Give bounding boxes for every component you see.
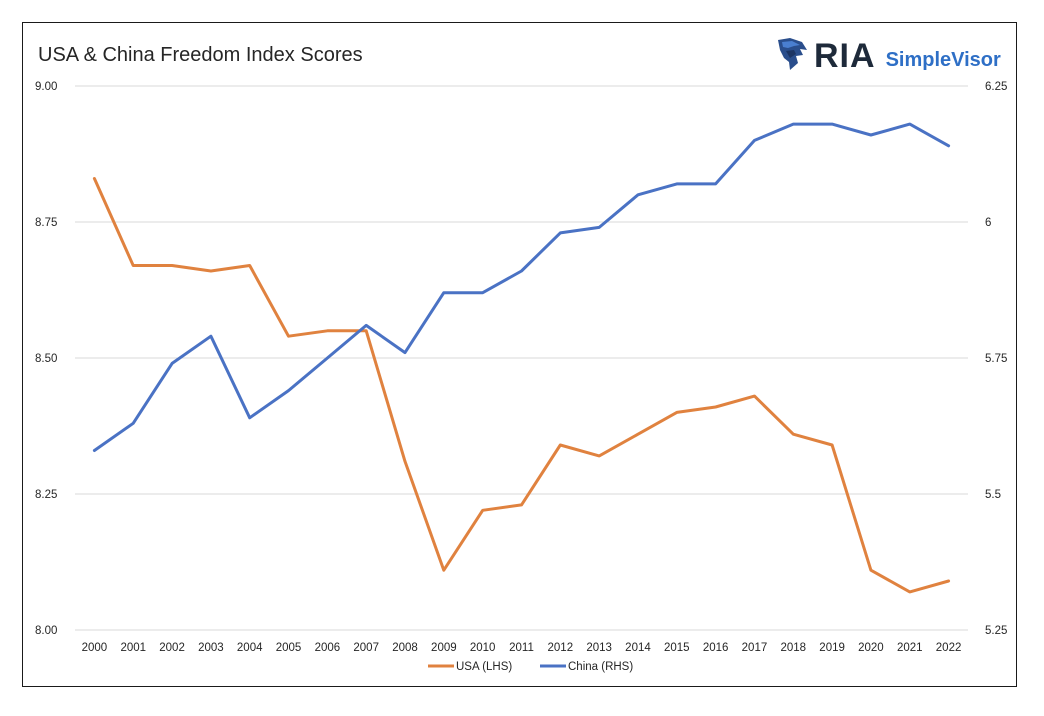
data-point <box>481 291 484 294</box>
data-point <box>404 351 407 354</box>
left-axis-ticks: 8.00 8.25 8.50 8.75 9.00 <box>35 81 57 637</box>
x-tick-label: 2022 <box>936 642 962 654</box>
x-tick-label: 2010 <box>470 642 496 654</box>
data-point <box>365 329 368 332</box>
left-tick-label: 8.50 <box>35 353 57 365</box>
data-point <box>209 335 212 338</box>
data-point <box>869 569 872 572</box>
data-point <box>442 291 445 294</box>
data-point <box>209 269 212 272</box>
right-tick-label: 5.75 <box>985 353 1007 365</box>
data-point <box>404 460 407 463</box>
chart-frame <box>22 22 1017 687</box>
x-tick-label: 2008 <box>392 642 418 654</box>
x-tick-label: 2000 <box>82 642 108 654</box>
brand-ria-text: RIA <box>814 36 876 75</box>
data-point <box>598 226 601 229</box>
data-point <box>753 395 756 398</box>
left-tick-label: 8.25 <box>35 489 57 501</box>
data-point <box>869 133 872 136</box>
data-point <box>753 139 756 142</box>
data-point <box>287 335 290 338</box>
left-tick-label: 9.00 <box>35 81 57 93</box>
data-point <box>520 503 523 506</box>
data-point <box>908 590 911 593</box>
right-tick-label: 5.5 <box>985 489 1001 501</box>
data-point <box>93 449 96 452</box>
data-point <box>171 362 174 365</box>
data-point <box>287 389 290 392</box>
data-point <box>326 357 329 360</box>
data-point <box>248 416 251 419</box>
series-line-usa <box>92 177 951 594</box>
brand-simplevisor-text: SimpleVisor <box>885 48 1001 71</box>
x-tick-label: 2006 <box>315 642 341 654</box>
x-tick-label: 2002 <box>159 642 185 654</box>
x-tick-label: 2003 <box>198 642 224 654</box>
brand-logo: RIA SimpleVisor <box>776 36 1001 77</box>
data-point <box>636 433 639 436</box>
data-point <box>559 231 562 234</box>
x-tick-label: 2014 <box>625 642 651 654</box>
right-axis-ticks: 5.25 5.5 5.75 6 6.25 <box>985 81 1007 637</box>
x-tick-label: 2015 <box>664 642 690 654</box>
data-point <box>947 580 950 583</box>
x-tick-label: 2005 <box>276 642 302 654</box>
chart-title: USA & China Freedom Index Scores <box>38 44 363 66</box>
x-tick-label: 2016 <box>703 642 729 654</box>
data-point <box>326 329 329 332</box>
series-line-china <box>92 122 951 452</box>
data-point <box>442 569 445 572</box>
left-tick-label: 8.00 <box>35 625 57 637</box>
x-tick-label: 2018 <box>780 642 806 654</box>
data-point <box>93 177 96 180</box>
right-tick-label: 6.25 <box>985 81 1007 93</box>
data-point <box>520 269 523 272</box>
data-point <box>675 411 678 414</box>
data-point <box>598 454 601 457</box>
data-point <box>481 509 484 512</box>
data-point <box>132 422 135 425</box>
data-point <box>132 264 135 267</box>
right-tick-label: 6 <box>985 217 991 229</box>
x-tick-label: 2021 <box>897 642 923 654</box>
data-point <box>831 444 834 447</box>
x-tick-label: 2009 <box>431 642 457 654</box>
right-tick-label: 5.25 <box>985 625 1007 637</box>
x-tick-label: 2013 <box>586 642 612 654</box>
data-point <box>714 405 717 408</box>
data-point <box>559 444 562 447</box>
x-tick-label: 2001 <box>120 642 146 654</box>
data-point <box>831 123 834 126</box>
legend: USA (LHS) China (RHS) <box>428 661 633 673</box>
data-point <box>675 182 678 185</box>
gridlines <box>75 85 968 631</box>
eagle-head-icon <box>776 36 808 77</box>
data-point <box>908 123 911 126</box>
x-axis-ticks: 2000 2001 2002 2003 2004 2005 2006 2007 2008 2009… <box>82 642 962 654</box>
legend-label: USA (LHS) <box>456 661 512 673</box>
x-tick-label: 2017 <box>742 642 768 654</box>
x-tick-label: 2020 <box>858 642 884 654</box>
data-point <box>171 264 174 267</box>
x-tick-label: 2011 <box>509 642 534 654</box>
data-point <box>714 182 717 185</box>
x-tick-label: 2004 <box>237 642 263 654</box>
data-point <box>636 193 639 196</box>
data-point <box>365 324 368 327</box>
data-point <box>248 264 251 267</box>
data-point <box>792 433 795 436</box>
left-tick-label: 8.75 <box>35 217 57 229</box>
data-point <box>792 123 795 126</box>
series-lines <box>92 122 951 594</box>
legend-label: China (RHS) <box>568 661 633 673</box>
x-tick-label: 2007 <box>353 642 379 654</box>
x-tick-label: 2019 <box>819 642 845 654</box>
data-point <box>947 144 950 147</box>
x-tick-label: 2012 <box>548 642 574 654</box>
